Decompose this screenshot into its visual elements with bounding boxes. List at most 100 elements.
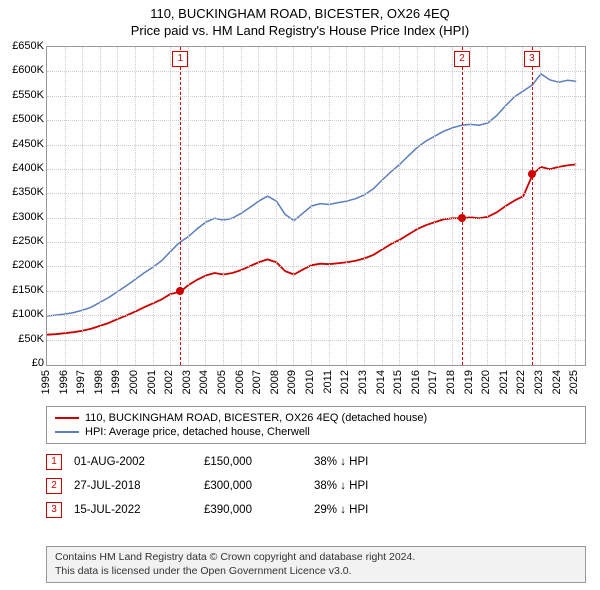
- x-axis-label: 2011: [322, 370, 334, 394]
- transaction-marker-1: 1: [172, 51, 188, 67]
- gridline-v: [434, 47, 435, 365]
- x-axis-label: 2018: [445, 370, 457, 394]
- x-axis-label: 2014: [375, 370, 387, 394]
- y-axis-label: £0: [0, 357, 44, 369]
- gridline-v: [82, 47, 83, 365]
- gridline-v: [65, 47, 66, 365]
- transaction-date: 01-AUG-2002: [74, 456, 204, 468]
- y-axis-label: £650K: [0, 40, 44, 52]
- transaction-row: 1 01-AUG-2002£150,00038% ↓ HPI: [46, 450, 586, 474]
- y-axis-label: £100K: [0, 308, 44, 320]
- x-axis-label: 2024: [551, 370, 563, 394]
- legend-swatch: [55, 417, 79, 419]
- gridline-v: [522, 47, 523, 365]
- x-axis-label: 2019: [463, 370, 475, 394]
- x-axis-label: 1995: [40, 370, 52, 394]
- x-axis-label: 2005: [216, 370, 228, 394]
- gridline-v: [135, 47, 136, 365]
- transaction-row: 315-JUL-2022£390,00029% ↓ HPI: [46, 498, 586, 522]
- x-axis-label: 1999: [110, 370, 122, 394]
- y-axis-label: £500K: [0, 113, 44, 125]
- transaction-price: £150,000: [204, 456, 314, 468]
- gridline-v: [382, 47, 383, 365]
- gridline-v: [293, 47, 294, 365]
- gridline-v: [241, 47, 242, 365]
- gridline-v: [223, 47, 224, 365]
- x-axis-label: 2003: [181, 370, 193, 394]
- transactions-table: 1 01-AUG-2002£150,00038% ↓ HPI 2 27-JUL-201…: [46, 450, 586, 522]
- y-axis-label: £350K: [0, 186, 44, 198]
- x-axis-label: 2022: [515, 370, 527, 394]
- x-axis-label: 2015: [392, 370, 404, 394]
- transaction-vline: [532, 47, 533, 365]
- chart-title-address: 110, BUCKINGHAM ROAD, BICESTER, OX26 4EQ: [0, 6, 600, 21]
- gridline-v: [276, 47, 277, 365]
- x-axis-label: 2009: [286, 370, 298, 394]
- x-axis-label: 1998: [93, 370, 105, 394]
- y-axis-label: £250K: [0, 235, 44, 247]
- transaction-marker-2: 2: [454, 51, 470, 67]
- chart-container: 110, BUCKINGHAM ROAD, BICESTER, OX26 4EQ…: [0, 0, 600, 590]
- x-axis-label: 2013: [357, 370, 369, 394]
- x-axis-label: 2000: [128, 370, 140, 394]
- y-axis-label: £50K: [0, 333, 44, 345]
- footer-line-1: Contains HM Land Registry data © Crown c…: [55, 551, 577, 565]
- footer-line-2: This data is licensed under the Open Gov…: [55, 565, 577, 579]
- transaction-date: 15-JUL-2022: [74, 504, 204, 516]
- gridline-v: [346, 47, 347, 365]
- y-axis-label: £200K: [0, 259, 44, 271]
- transaction-row: 2 27-JUL-2018£300,00038% ↓ HPI: [46, 474, 586, 498]
- plot-area: 123: [46, 46, 586, 366]
- legend-label: 110, BUCKINGHAM ROAD, BICESTER, OX26 4EQ…: [85, 412, 427, 424]
- x-axis-label: 2006: [234, 370, 246, 394]
- transaction-dot-2: [458, 214, 466, 222]
- transaction-price: £300,000: [204, 480, 314, 492]
- y-axis-label: £300K: [0, 211, 44, 223]
- x-axis-label: 1997: [75, 370, 87, 394]
- gridline-v: [505, 47, 506, 365]
- x-axis-label: 2002: [163, 370, 175, 394]
- x-axis-label: 2007: [251, 370, 263, 394]
- data-attribution-note: Contains HM Land Registry data © Crown c…: [46, 546, 586, 583]
- y-axis-label: £450K: [0, 138, 44, 150]
- x-axis-label: 2023: [533, 370, 545, 394]
- legend-swatch: [55, 431, 79, 433]
- gridline-v: [364, 47, 365, 365]
- legend-box: 110, BUCKINGHAM ROAD, BICESTER, OX26 4EQ…: [46, 406, 586, 444]
- x-axis-label: 2016: [410, 370, 422, 394]
- gridline-v: [100, 47, 101, 365]
- chart-title-subtitle: Price paid vs. HM Land Registry's House …: [0, 23, 600, 38]
- gridline-v: [399, 47, 400, 365]
- transaction-vline: [462, 47, 463, 365]
- transaction-dot-1: [176, 287, 184, 295]
- x-axis-label: 2004: [198, 370, 210, 394]
- y-axis-label: £150K: [0, 284, 44, 296]
- transaction-number-box: 1: [46, 454, 62, 470]
- gridline-v: [117, 47, 118, 365]
- y-axis-label: £550K: [0, 89, 44, 101]
- gridline-v: [540, 47, 541, 365]
- transaction-price: £390,000: [204, 504, 314, 516]
- transaction-delta: 38% ↓ HPI: [314, 456, 586, 468]
- y-axis-label: £400K: [0, 162, 44, 174]
- gridline-v: [153, 47, 154, 365]
- gridline-v: [470, 47, 471, 365]
- gridline-v: [258, 47, 259, 365]
- gridline-v: [452, 47, 453, 365]
- transaction-vline: [180, 47, 181, 365]
- x-axis-label: 2010: [304, 370, 316, 394]
- gridline-v: [170, 47, 171, 365]
- transaction-number-box: 2: [46, 478, 62, 494]
- transaction-date: 27-JUL-2018: [74, 480, 204, 492]
- x-axis-label: 2012: [339, 370, 351, 394]
- gridline-v: [558, 47, 559, 365]
- x-axis-label: 2008: [269, 370, 281, 394]
- gridline-v: [487, 47, 488, 365]
- transaction-delta: 38% ↓ HPI: [314, 480, 586, 492]
- gridline-v: [417, 47, 418, 365]
- transaction-delta: 29% ↓ HPI: [314, 504, 586, 516]
- legend-row: HPI: Average price, detached house, Cher…: [55, 425, 577, 439]
- gridline-v: [188, 47, 189, 365]
- x-axis-label: 2021: [498, 370, 510, 394]
- gridline-v: [329, 47, 330, 365]
